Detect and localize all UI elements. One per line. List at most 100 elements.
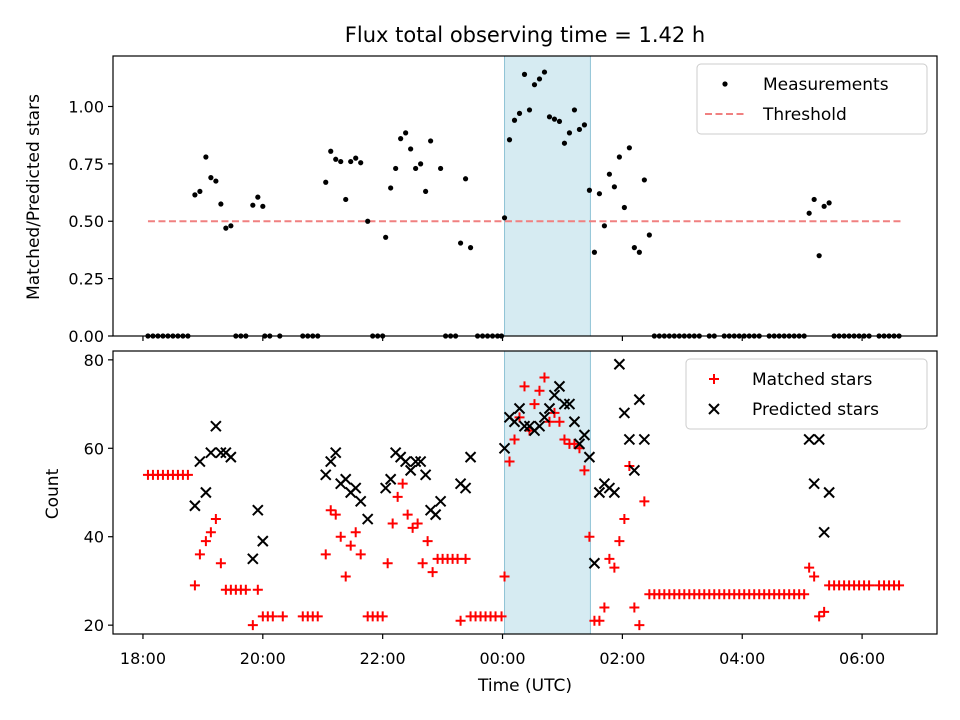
predicted-star-point [414,455,427,468]
measurement-point [333,156,339,162]
top-legend: Measurements Threshold [696,63,928,135]
matched-star-point [387,518,398,529]
measurement-point [365,218,371,224]
x-tick-label: 18:00 [120,649,166,668]
measurement-point [581,122,588,128]
matched-star-point [819,606,830,617]
matched-star-point [252,584,263,595]
top-y-tick-label: 1.00 [68,97,104,116]
predicted-star-point [247,553,259,565]
measurement-point [213,178,219,184]
matched-star-point [804,562,815,573]
legend-label: Matched stars [752,370,872,390]
matched-star-point [355,549,366,560]
matched-star-point [350,527,361,538]
predicted-star-point [508,416,521,428]
measurement-point [586,187,593,193]
matched-star-point [584,531,595,542]
predicted-star-point [563,398,576,410]
measurement-point [398,136,404,142]
measurement-point [511,117,518,123]
predicted-star-point [459,482,472,494]
top-y-tick-label: 0.25 [68,270,104,289]
matched-star-point [504,456,515,467]
top-y-axis-label: Matched/Predicted stars [24,94,44,300]
matched-star-point [864,580,875,591]
x-tick-label: 02:00 [599,649,645,668]
matched-star-point [277,611,288,622]
bottom-y-axis-label: Count [43,468,63,519]
predicted-star-point [354,495,367,508]
matched-star-point [496,611,507,622]
predicted-star-point [628,464,641,477]
top-y-tick-label: 0.50 [68,212,104,231]
matched-star-point [559,434,570,445]
measurement-point [606,171,612,177]
measurement-point [526,107,533,113]
matched-star-point [377,611,388,622]
predicted-star-point [252,504,264,516]
bottom-highlight-span [504,350,591,635]
predicted-star-point [813,433,825,446]
matched-star-point [407,522,418,533]
predicted-star-point [803,433,815,446]
matched-star-point [335,531,346,542]
matched-star-point [200,536,211,547]
top-legend-box [696,63,928,135]
measurement-point [348,158,354,165]
matched-star-point [330,509,341,520]
measurement-point [358,160,364,166]
predicted-star-point [257,535,269,547]
measurement-point [438,165,444,172]
predicted-star-point [419,469,432,481]
measurement-point [536,76,543,82]
matched-star-point [809,571,820,582]
matched-star-point [599,602,610,613]
matched-star-point [402,509,413,520]
predicted-star-point [200,486,212,499]
measurement-point [223,225,229,231]
matched-star-point [499,571,510,582]
measurement-point [571,107,578,113]
top-y-tick-label: 0.00 [68,327,104,346]
measurement-point [576,126,583,133]
measurement-point [323,179,329,185]
predicted-star-point [618,407,631,419]
measurement-point [467,245,474,251]
matched-star-point [534,385,545,396]
bottom-series-0 [142,372,905,631]
predicted-star-point [361,513,374,525]
measurement-point [821,203,827,209]
matched-star-point [609,562,620,573]
measurement-point [197,188,203,195]
measurement-point [616,154,622,160]
matched-star-point [594,615,605,626]
predicted-star-point [340,473,352,485]
measurement-point [423,188,429,195]
predicted-star-point [633,393,646,406]
matched-star-point [417,558,428,569]
legend-marker-measurements [722,81,728,87]
predicted-star-point [533,420,546,432]
predicted-star-point [330,446,342,459]
predicted-star-point [225,451,237,463]
predicted-star-point [538,411,551,424]
x-axis-label: Time (UTC) [477,676,572,696]
predicted-star-point [548,389,561,401]
measurement-point [551,116,558,122]
matched-star-point [422,536,433,547]
matched-star-point [634,620,645,631]
predicted-star-point [513,402,526,415]
predicted-star-point [558,398,571,410]
matched-star-point [799,589,810,600]
bottom-legend-box [685,358,928,430]
bottom-legend: Matched stars Predicted stars [685,358,928,430]
predicted-star-point [543,402,556,415]
predicted-star-point [464,451,477,463]
predicted-star-point [573,438,586,450]
matched-star-point [194,549,205,560]
predicted-star-point [808,477,820,490]
bottom-panel: 20 40 60 80 18:00 20:00 22:00 00:00 02:00 04:00 06… [84,350,938,668]
predicted-star-point [210,420,222,432]
measurement-point [601,223,608,229]
